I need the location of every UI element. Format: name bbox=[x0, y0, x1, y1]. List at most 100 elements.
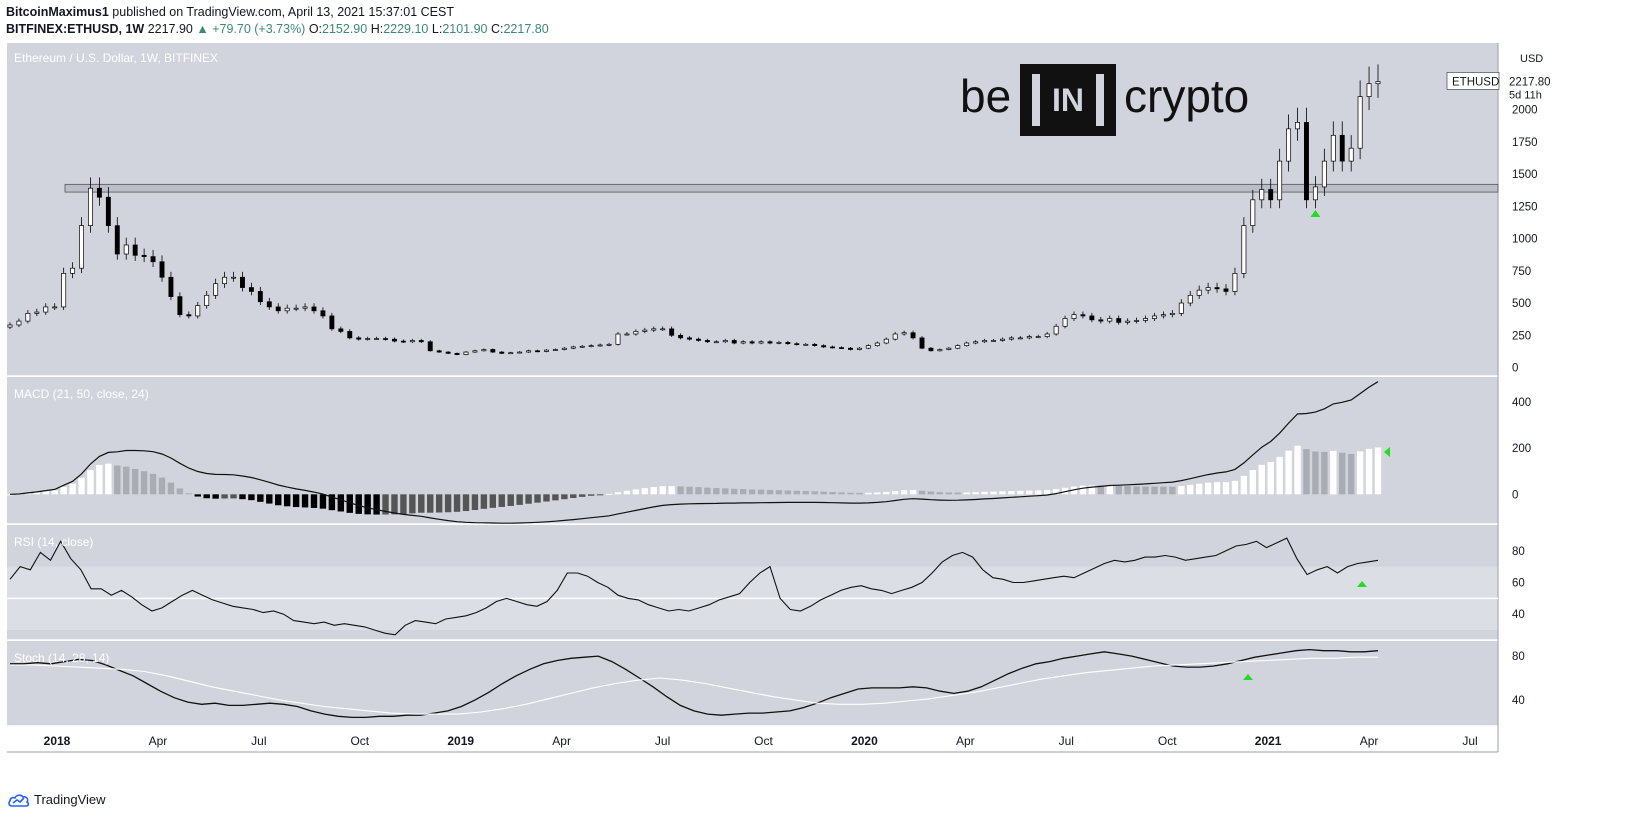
candle bbox=[1312, 186, 1318, 201]
price-tag-value-box bbox=[1501, 72, 1557, 103]
candle bbox=[848, 347, 853, 350]
macd-hist-bar bbox=[847, 492, 854, 495]
macd-hist-bar bbox=[1240, 475, 1248, 495]
candle bbox=[1232, 273, 1238, 292]
macd-hist-bar bbox=[248, 494, 255, 501]
macd-hist-bar bbox=[355, 494, 362, 514]
close-label: C: bbox=[490, 22, 504, 36]
macd-hist-bar bbox=[632, 489, 640, 495]
macd-hist-bar bbox=[96, 464, 103, 495]
candle bbox=[1250, 199, 1256, 226]
candle bbox=[874, 342, 880, 346]
candle bbox=[615, 333, 621, 345]
macd-hist-bar bbox=[1258, 464, 1265, 495]
candle bbox=[785, 342, 791, 345]
candle bbox=[392, 338, 397, 342]
candle bbox=[338, 328, 344, 332]
candle bbox=[248, 287, 254, 292]
candle bbox=[588, 345, 594, 347]
macd-hist-bar bbox=[275, 494, 282, 506]
candle bbox=[749, 341, 755, 344]
macd-tick: 0 bbox=[1512, 489, 1518, 501]
macd-hist-bar bbox=[462, 494, 470, 512]
macd-hist-bar bbox=[167, 482, 175, 495]
candle bbox=[642, 329, 648, 332]
header-line-1: BitcoinMaximus1 published on TradingView… bbox=[6, 5, 454, 19]
macd-hist-bar bbox=[185, 493, 193, 495]
macd-hist-bar bbox=[435, 494, 443, 513]
macd-hist-bar bbox=[1178, 485, 1185, 495]
macd-hist-bar bbox=[909, 489, 917, 495]
macd-tick: 200 bbox=[1512, 443, 1531, 455]
macd-hist-bar bbox=[561, 494, 568, 500]
rsi-tick: 80 bbox=[1512, 546, 1525, 558]
candle bbox=[213, 283, 219, 296]
macd-hist-bar bbox=[6, 494, 14, 496]
footer-brand: TradingView bbox=[34, 792, 106, 807]
candle bbox=[973, 341, 979, 344]
author-name[interactable]: BitcoinMaximus1 bbox=[6, 5, 109, 19]
candle bbox=[347, 331, 353, 339]
macd-hist-bar bbox=[1008, 491, 1015, 495]
time-tick: Oct bbox=[1158, 734, 1177, 748]
price-unit-label: USD bbox=[1520, 53, 1543, 65]
candle bbox=[266, 301, 272, 308]
macd-hist-bar bbox=[516, 494, 523, 505]
macd-hist-bar bbox=[677, 486, 684, 495]
candle bbox=[561, 347, 567, 350]
candle bbox=[919, 337, 925, 349]
candle bbox=[374, 338, 380, 340]
candle bbox=[1000, 338, 1005, 341]
candle bbox=[928, 347, 934, 352]
macd-hist-bar bbox=[1365, 448, 1373, 495]
macd-hist-bar bbox=[1231, 480, 1239, 495]
macd-hist-bar bbox=[579, 494, 586, 497]
macd-hist-bar bbox=[319, 494, 327, 509]
price-pane-title: Ethereum / U.S. Dollar, 1W, BITFINEX bbox=[14, 51, 218, 65]
stoch-signal-arrow bbox=[1243, 674, 1253, 680]
candle bbox=[96, 187, 102, 198]
macd-hist-bar bbox=[1303, 449, 1310, 495]
candle bbox=[597, 344, 603, 347]
macd-hist-bar bbox=[266, 494, 273, 504]
macd-hist-bar bbox=[713, 488, 720, 495]
candle bbox=[25, 313, 31, 322]
candle bbox=[1196, 289, 1202, 296]
candle bbox=[1259, 189, 1265, 201]
price-tick: 1000 bbox=[1512, 234, 1538, 246]
tradingview-footer[interactable]: TradingView bbox=[8, 792, 106, 807]
candle bbox=[839, 347, 844, 349]
candle bbox=[1062, 318, 1068, 327]
macd-hist-bar bbox=[1195, 483, 1203, 495]
macd-hist-bar bbox=[221, 494, 228, 499]
macd-hist-bar bbox=[149, 473, 157, 495]
last-price: 2217.90 bbox=[147, 22, 193, 36]
candle bbox=[1053, 325, 1059, 335]
macd-hist-bar bbox=[757, 489, 765, 495]
macd-hist-bar bbox=[820, 491, 827, 495]
macd-hist-bar bbox=[1133, 486, 1140, 495]
time-tick: 2020 bbox=[851, 734, 878, 748]
candle bbox=[964, 342, 970, 346]
stoch-tick: 80 bbox=[1512, 651, 1525, 663]
candle bbox=[696, 338, 701, 341]
candle bbox=[1116, 318, 1122, 323]
candle bbox=[1089, 315, 1095, 321]
candle bbox=[812, 343, 818, 346]
macd-hist-bar bbox=[292, 494, 300, 508]
candle bbox=[204, 294, 210, 306]
low-label: L: bbox=[431, 22, 443, 36]
candle bbox=[240, 276, 245, 288]
macd-hist-bar bbox=[936, 492, 944, 495]
macd-hist-bar bbox=[230, 494, 237, 499]
price-tick: 0 bbox=[1512, 363, 1518, 375]
macd-hist-bar bbox=[427, 494, 434, 513]
price-tick: 500 bbox=[1512, 298, 1531, 310]
macd-hist-bar bbox=[42, 491, 49, 495]
macd-hist-bar bbox=[1312, 451, 1319, 495]
high-label: H: bbox=[370, 22, 384, 36]
candle bbox=[830, 346, 836, 349]
chart-area[interactable]: 0 250 500 750 1000 1250 1500 1750 2000 USD 0 200 400… bbox=[0, 0, 1627, 790]
candle bbox=[1080, 314, 1086, 317]
candle bbox=[552, 349, 558, 351]
